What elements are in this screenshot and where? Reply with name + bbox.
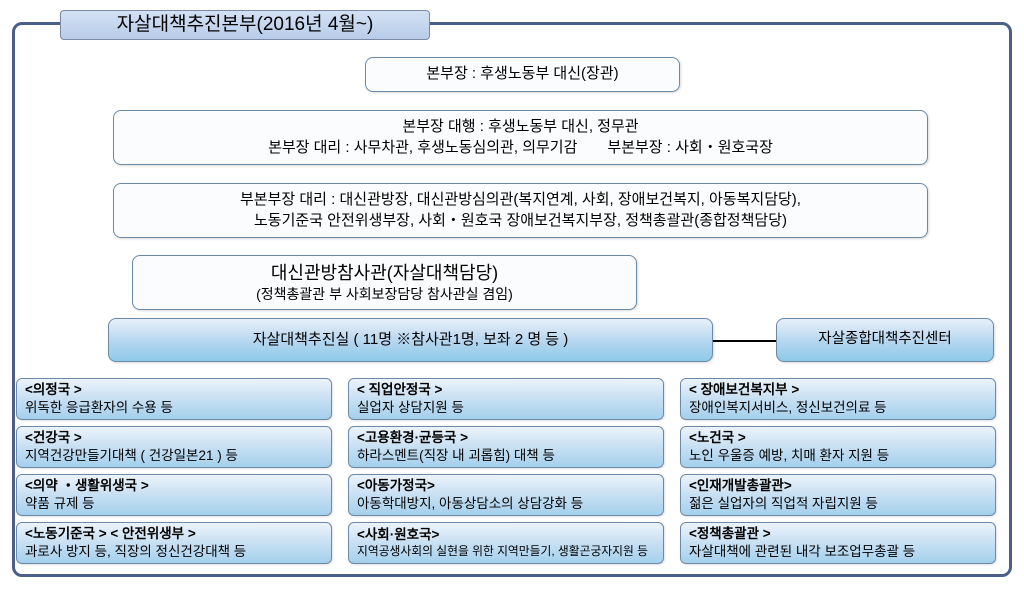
dept-body: 지역공생사회의 실현을 위한 지역만들기, 생활곤궁자지원 등 (357, 544, 655, 560)
dept-body: 아동학대방지, 아동상담소의 상담강화 등 (357, 495, 655, 513)
dept-box: < 직업안정국 > 실업자 상담지원 등 (348, 378, 664, 420)
dept-head: < 장애보건복지부 > (689, 381, 987, 399)
dept-box: <인재개발총괄관> 젊은 실업자의 직업적 자립지원 등 (680, 474, 996, 516)
box-center: 자살종합대책추진센터 (776, 318, 994, 362)
dept-box: <노건국 > 노인 우울증 예방, 치매 환자 지원 등 (680, 426, 996, 468)
dept-body: 과로사 방지 등, 직장의 정신건강대책 등 (25, 543, 323, 561)
dept-box: < 장애보건복지부 > 장애인복지서비스, 정신보건의료 등 (680, 378, 996, 420)
dept-box: <정책총괄관 > 자살대책에 관련된 내각 보조업무총괄 등 (680, 522, 996, 564)
dept-body: 하라스멘트(직장 내 괴롭힘) 대책 등 (357, 447, 655, 465)
box-advisor: 대신관방참사관(자살대책담당) (정책총괄관 부 사회보장담당 참사관실 겸임) (132, 255, 637, 310)
dept-box: <의정국 > 위독한 응급환자의 수용 등 (16, 378, 332, 420)
dept-body: 약품 규제 등 (25, 495, 323, 513)
box-deputy: 본부장 대행 : 후생노동부 대신, 정무관 본부장 대리 : 사무차관, 후생… (113, 110, 928, 165)
dept-body: 젊은 실업자의 직업적 자립지원 등 (689, 495, 987, 513)
dept-head: <의약 ・생활위생국 > (25, 477, 323, 495)
sub-line2: 노동기준국 안전위생부장, 사회・원호국 장애보건복지부장, 정책총괄관(종합정… (114, 211, 927, 231)
dept-body: 지역건강만들기대책 ( 건강일본21 ) 등 (25, 447, 323, 465)
head-text: 본부장 : 후생노동부 대신(장관) (366, 64, 679, 84)
dept-body: 위독한 응급환자의 수용 등 (25, 399, 323, 417)
frame-title: 자살대책추진본부(2016년 4월~) (60, 10, 430, 40)
dept-body: 자살대책에 관련된 내각 보조업무총괄 등 (689, 543, 987, 561)
dept-head: < 직업안정국 > (357, 381, 655, 399)
dept-head: <인재개발총괄관> (689, 477, 987, 495)
box-office: 자살대책추진실 ( 11명 ※참사관1명, 보좌 2 명 등 ) (108, 318, 713, 362)
box-head: 본부장 : 후생노동부 대신(장관) (365, 57, 680, 92)
dept-box: <고용환경·균등국 > 하라스멘트(직장 내 괴롭힘) 대책 등 (348, 426, 664, 468)
deputy-line1: 본부장 대행 : 후생노동부 대신, 정무관 (114, 117, 927, 137)
dept-head: <고용환경·균등국 > (357, 429, 655, 447)
dept-head: <정책총괄관 > (689, 525, 987, 543)
dept-body: 실업자 상담지원 등 (357, 399, 655, 417)
dept-box: <건강국 > 지역건강만들기대책 ( 건강일본21 ) 등 (16, 426, 332, 468)
connector-line (713, 340, 776, 342)
dept-body: 장애인복지서비스, 정신보건의료 등 (689, 399, 987, 417)
dept-head: <의정국 > (25, 381, 323, 399)
dept-box: <아동가정국> 아동학대방지, 아동상담소의 상담강화 등 (348, 474, 664, 516)
center-text: 자살종합대책추진센터 (777, 330, 993, 350)
sub-line1: 부본부장 대리 : 대신관방장, 대신관방심의관(복지연계, 사회, 장애보건복… (114, 190, 927, 210)
box-sub: 부본부장 대리 : 대신관방장, 대신관방심의관(복지연계, 사회, 장애보건복… (113, 183, 928, 238)
dept-body: 노인 우울증 예방, 치매 환자 지원 등 (689, 447, 987, 465)
dept-head: <노동기준국 > < 안전위생부 > (25, 525, 323, 543)
dept-head: <건강국 > (25, 429, 323, 447)
advisor-line2: (정책총괄관 부 사회보장담당 참사관실 겸임) (133, 285, 636, 304)
advisor-line1: 대신관방참사관(자살대책담당) (133, 261, 636, 285)
dept-box: <사회·원호국> 지역공생사회의 실현을 위한 지역만들기, 생활곤궁자지원 등 (348, 522, 664, 564)
deputy-line2: 본부장 대리 : 사무차관, 후생노동심의관, 의무기감 부본부장 : 사회・원… (114, 138, 927, 158)
dept-head: <아동가정국> (357, 477, 655, 495)
dept-box: <의약 ・생활위생국 > 약품 규제 등 (16, 474, 332, 516)
office-text: 자살대책추진실 ( 11명 ※참사관1명, 보좌 2 명 등 ) (109, 330, 712, 350)
dept-box: <노동기준국 > < 안전위생부 > 과로사 방지 등, 직장의 정신건강대책 … (16, 522, 332, 564)
dept-head: <사회·원호국> (357, 526, 655, 544)
dept-head: <노건국 > (689, 429, 987, 447)
